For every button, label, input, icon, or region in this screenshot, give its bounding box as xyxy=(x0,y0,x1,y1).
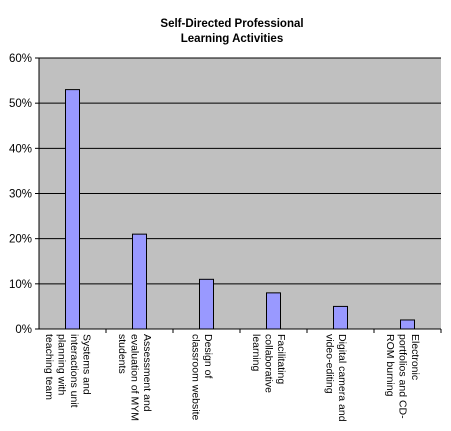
y-tick-label: 30% xyxy=(9,189,32,201)
bars xyxy=(65,89,415,330)
x-category-label: Design ofclassroom website xyxy=(189,334,214,421)
grid-lines xyxy=(39,57,441,285)
svg-text:Digital camera andvideo-editin: Digital camera andvideo-editing xyxy=(323,334,348,422)
y-tick-label: 0% xyxy=(15,324,32,336)
x-category-label: Assessment andevaluation of MYMstudents xyxy=(116,334,153,421)
bar xyxy=(132,233,147,330)
chart-title-line-2: Learning Activities xyxy=(181,33,283,45)
bar xyxy=(400,319,415,330)
svg-text:Systems andinteractions unitpl: Systems andinteractions unitplanning wit… xyxy=(43,334,93,408)
svg-text:Assessment andevaluation of MY: Assessment andevaluation of MYMstudents xyxy=(116,334,153,421)
y-tick-label: 10% xyxy=(9,279,32,291)
svg-text:Electronicportfolios and CD-RO: Electronicportfolios and CD-ROM burning xyxy=(384,334,421,419)
bar xyxy=(65,89,80,330)
chart-title-line-1: Self-Directed Professional xyxy=(160,18,303,30)
svg-text:Design ofclassroom website: Design ofclassroom website xyxy=(189,334,214,421)
y-tick-label: 60% xyxy=(9,53,32,65)
y-tick-label: 20% xyxy=(9,234,32,246)
y-axis-ticks: 0% 10% 20% 30% 40% 50% 60% xyxy=(9,53,39,336)
svg-text:Facilitatingcollaborativelearn: Facilitatingcollaborativelearning xyxy=(250,334,287,393)
x-category-label: Systems andinteractions unitplanning wit… xyxy=(43,334,93,408)
x-category-label: Facilitatingcollaborativelearning xyxy=(250,334,287,393)
y-tick-label: 40% xyxy=(9,143,32,155)
x-axis-labels: Systems andinteractions unitplanning wit… xyxy=(43,334,421,422)
x-category-label: Digital camera andvideo-editing xyxy=(323,334,348,422)
bar xyxy=(266,292,281,330)
x-category-label: Electronicportfolios and CD-ROM burning xyxy=(384,334,421,419)
bar xyxy=(333,305,348,330)
bar xyxy=(199,278,214,330)
y-tick-label: 50% xyxy=(9,98,32,110)
